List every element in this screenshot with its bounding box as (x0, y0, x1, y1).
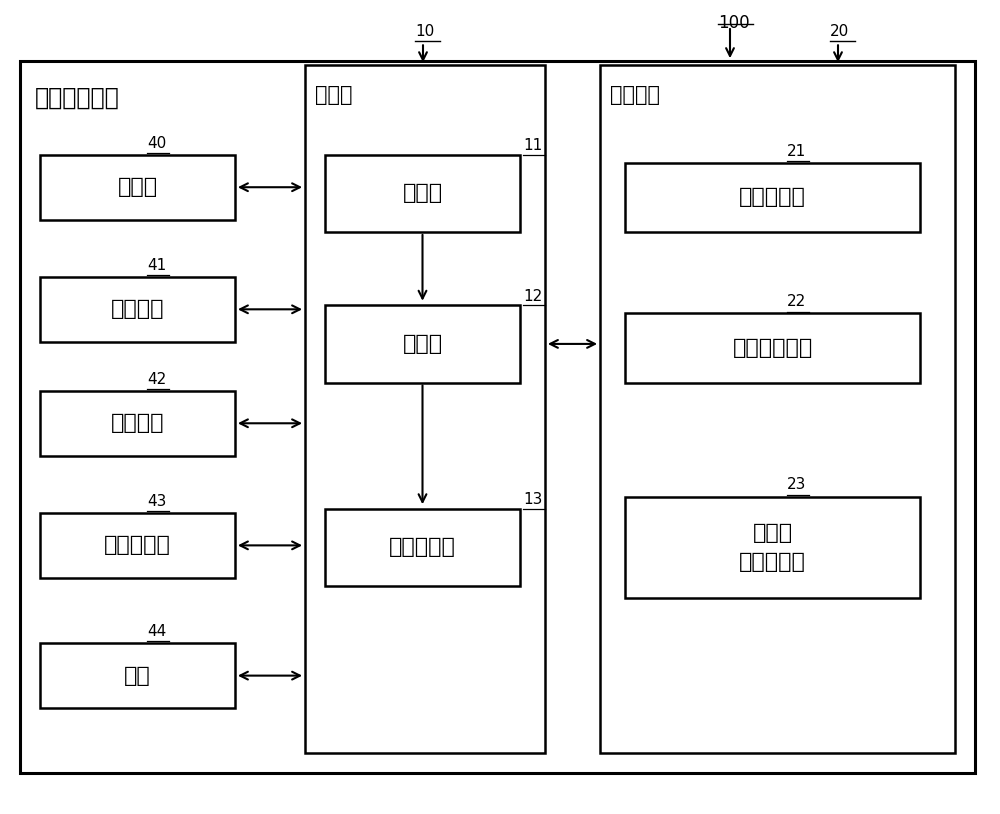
Text: 41: 41 (147, 258, 167, 273)
Text: 控制部: 控制部 (315, 85, 352, 106)
Text: 13: 13 (523, 492, 542, 507)
Bar (625, 163, 920, 232)
Bar (325, 509, 520, 586)
Text: 21: 21 (787, 144, 806, 159)
Text: 摄像机: 摄像机 (117, 177, 158, 197)
Text: 加速度传感器: 加速度传感器 (732, 338, 813, 358)
Bar (40, 277, 235, 342)
Text: 40: 40 (147, 136, 167, 151)
Text: 无线通信部: 无线通信部 (104, 536, 171, 555)
Bar (325, 305, 520, 383)
Text: 42: 42 (147, 372, 167, 387)
Bar (325, 155, 520, 232)
Text: 12: 12 (523, 289, 542, 304)
Text: 驱动机构: 驱动机构 (111, 300, 164, 319)
Bar (40, 513, 235, 578)
Text: 传感器组: 传感器组 (610, 85, 660, 106)
Bar (625, 497, 920, 598)
Bar (40, 643, 235, 708)
Text: 10: 10 (415, 24, 434, 39)
Bar (625, 313, 920, 383)
Bar (305, 65, 545, 753)
Text: 23: 23 (787, 478, 807, 492)
Bar (40, 155, 235, 220)
Text: 操作按鈕: 操作按鈕 (111, 414, 164, 433)
Text: 100: 100 (718, 14, 750, 32)
Text: 气压传感器: 气压传感器 (739, 187, 806, 208)
Text: 20: 20 (830, 24, 849, 39)
Text: 11: 11 (523, 138, 542, 153)
Text: 43: 43 (147, 494, 167, 509)
Bar (40, 391, 235, 456)
Text: 22: 22 (787, 295, 806, 309)
Text: 电池: 电池 (124, 666, 151, 685)
Text: 障碍物
探测传感器: 障碍物 探测传感器 (739, 523, 806, 572)
Text: 44: 44 (147, 624, 167, 639)
Bar (20, 61, 975, 773)
Text: 判定部: 判定部 (402, 334, 443, 354)
Text: 自主移动装置: 自主移动装置 (35, 85, 120, 109)
Bar (600, 65, 955, 753)
Text: 获取部: 获取部 (402, 183, 443, 204)
Text: 移动限制部: 移动限制部 (389, 537, 456, 558)
